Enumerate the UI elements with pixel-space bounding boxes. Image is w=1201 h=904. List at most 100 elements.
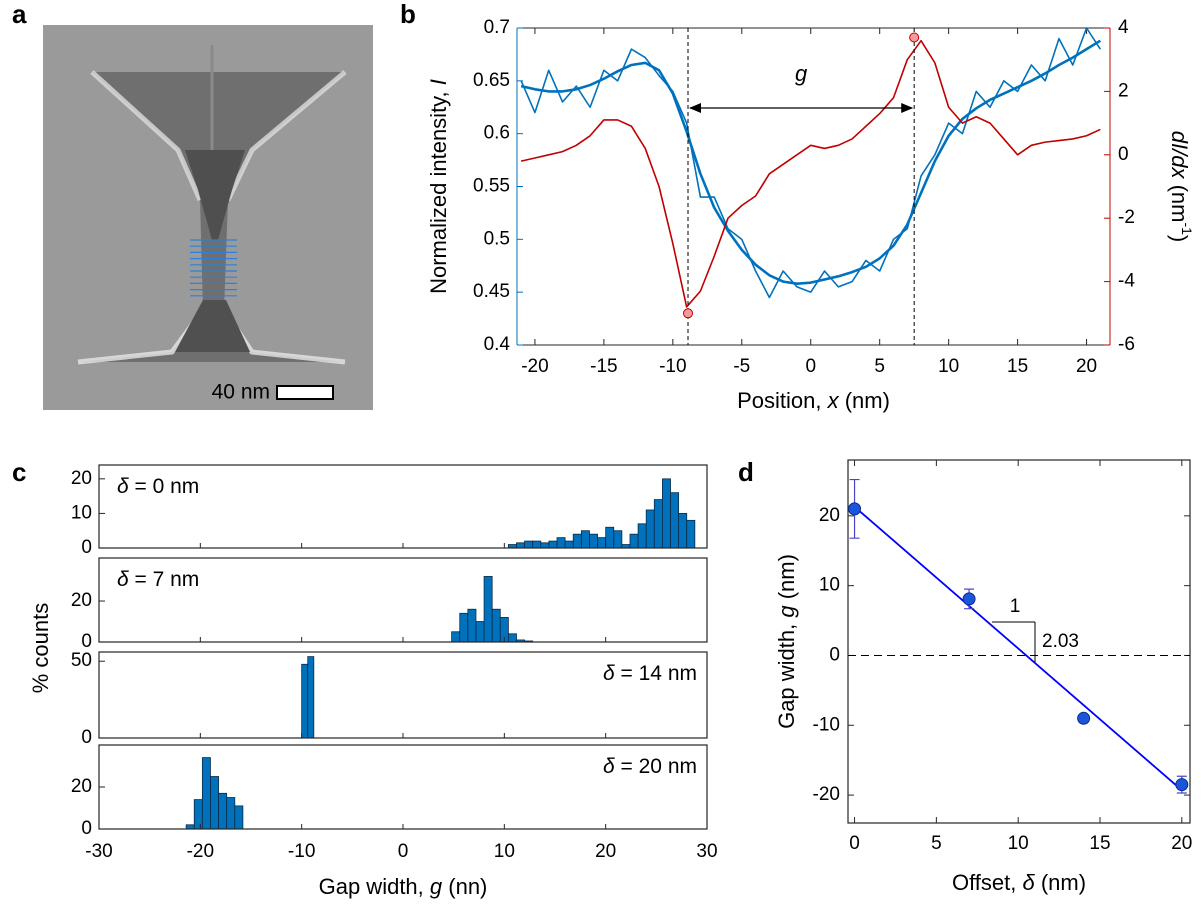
histogram-bar <box>540 542 550 549</box>
y2-tick-label: -2 <box>1118 207 1135 228</box>
histogram-bar <box>301 663 309 739</box>
panel-letter: c <box>12 457 26 487</box>
label-part: x <box>827 388 840 413</box>
edge <box>225 70 347 202</box>
x-tick-label: -5 <box>733 356 750 377</box>
histogram-bar <box>556 537 566 549</box>
label-part: ) <box>1167 235 1192 242</box>
annotation: δ = 0 nm <box>117 475 199 498</box>
histogram-bar <box>532 540 542 549</box>
edge <box>90 70 203 202</box>
histogram-bar <box>218 792 228 830</box>
y-tick-label: -20 <box>813 784 840 805</box>
y-tick-label: 0.4 <box>484 334 511 355</box>
histogram-bar <box>670 492 680 549</box>
line-series <box>520 27 1102 299</box>
x-tick-label: -10 <box>288 841 315 862</box>
label-part: g <box>430 874 443 899</box>
slope-triangle <box>992 621 1036 662</box>
annotation: δ = 7 nm <box>117 568 199 591</box>
x-tick-label: 10 <box>1008 833 1029 854</box>
annotation: δ = 20 nm <box>603 755 697 778</box>
x-tick-label: 20 <box>1171 833 1192 854</box>
label-part: g <box>774 605 799 618</box>
histogram-bar <box>589 533 598 549</box>
y-tick-label: 0 <box>81 818 92 839</box>
x-tick-label: 0 <box>805 356 816 377</box>
y2-tick-label: -6 <box>1118 334 1135 355</box>
histogram-bar <box>580 530 590 549</box>
y2-tick-label: -4 <box>1118 271 1135 292</box>
y2-tick-label: 4 <box>1118 17 1129 38</box>
scale-bar <box>276 385 334 400</box>
histogram-bar <box>629 533 639 549</box>
label-part: = 20 nm <box>615 755 697 778</box>
y-tick-label: 0 <box>829 644 840 665</box>
panel-letter: d <box>738 457 754 487</box>
label-part: I <box>426 79 451 85</box>
histogram-bar <box>613 530 623 549</box>
annotation: g <box>795 61 808 86</box>
x-tick-label: 15 <box>1007 356 1028 377</box>
scale-bar-label: 40 nm <box>212 381 270 404</box>
x-tick-label: -20 <box>521 356 548 377</box>
panel-letter: a <box>12 0 27 29</box>
annotation: δ = 14 nm <box>603 662 697 685</box>
y-tick-label: 0 <box>81 631 92 652</box>
sem-image: 40 nm a <box>12 0 373 410</box>
label-part: (nm) <box>1035 870 1086 895</box>
label-part: δ <box>603 755 615 778</box>
y2-tick-label: 0 <box>1118 144 1129 165</box>
y-tick-label: 0.6 <box>484 123 510 144</box>
x-tick-label: -10 <box>659 356 686 377</box>
data-point <box>1077 711 1091 725</box>
y-tick-label: 10 <box>819 575 840 596</box>
y-tick-label: 20 <box>71 776 92 797</box>
label-part: Gap width, <box>774 618 799 729</box>
data-point <box>848 502 862 516</box>
label-part: = 7 nm <box>129 568 200 591</box>
histogram-bar <box>483 576 493 643</box>
fit-line <box>853 506 1183 791</box>
histogram-bar <box>572 533 582 549</box>
histogram-bar <box>201 757 211 830</box>
y-axis-label: Gap width, g (nm) <box>774 554 799 729</box>
histogram-bar <box>548 540 558 549</box>
label-part: Normalized intensity, <box>426 85 451 294</box>
x-tick-label: -15 <box>590 356 617 377</box>
label-part: δ <box>603 662 615 685</box>
histogram-bar <box>475 621 485 643</box>
label-part: δ <box>117 475 129 498</box>
x-tick-label: -30 <box>85 841 112 862</box>
y-tick-label: 20 <box>71 590 92 611</box>
x-axis-label: Gap width, g (nn) <box>319 874 488 899</box>
histogram-bar <box>234 805 244 830</box>
annotation: 1 <box>1010 596 1021 617</box>
y-axis-label: % counts <box>28 603 53 694</box>
x-tick-label: 5 <box>874 356 885 377</box>
panel-letter: b <box>400 0 416 29</box>
sample-lines <box>190 239 237 297</box>
x-tick-label: 15 <box>1089 833 1110 854</box>
x-tick-label: 5 <box>931 833 942 854</box>
histogram-bar <box>564 540 574 549</box>
x-axis-label: Position, x (nm) <box>737 388 890 413</box>
marker <box>683 308 694 319</box>
histogram-bar <box>524 540 534 549</box>
label-part: (nn) <box>442 874 487 899</box>
label-part: Offset, <box>952 870 1023 895</box>
y2-axis-label: dI/dx (nm-1) <box>1167 131 1195 242</box>
y-tick-label: 0.55 <box>473 176 510 197</box>
x-tick-label: 10 <box>938 356 959 377</box>
label-part: Gap width, <box>319 874 430 899</box>
histogram-bar <box>516 542 526 549</box>
data-point <box>1175 778 1189 792</box>
x-axis-label: Offset, δ (nm) <box>952 870 1086 895</box>
histogram-bar <box>637 523 647 549</box>
line-series <box>520 39 1101 308</box>
label-part: (nm) <box>839 388 890 413</box>
histogram-bar <box>459 612 469 643</box>
waist <box>185 150 245 240</box>
histogram-bar <box>662 478 671 549</box>
